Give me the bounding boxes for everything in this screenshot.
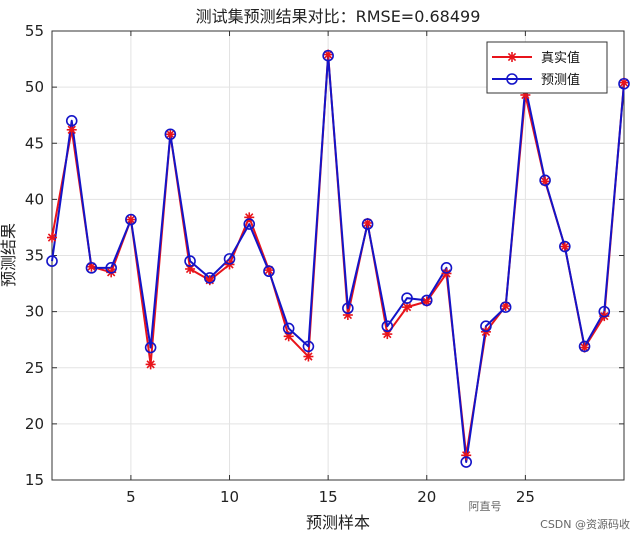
predicted-point [559, 240, 571, 253]
y-tick-label: 50 [25, 78, 44, 96]
y-tick-label: 20 [25, 415, 44, 433]
legend-label-predicted: 预测值 [541, 72, 580, 88]
y-tick-label: 15 [25, 471, 44, 489]
legend-box [486, 41, 608, 94]
predicted-point [223, 253, 236, 265]
x-tick-label: 5 [126, 488, 136, 506]
y-tick-label: 30 [25, 303, 44, 321]
predicted-point [440, 262, 453, 274]
actual-point [47, 232, 57, 243]
predicted-point [85, 262, 98, 274]
predicted-point [539, 174, 551, 187]
x-tick-label: 15 [319, 488, 338, 506]
ticks: 5 10 15 20 25 15 20 25 30 35 40 45 50 55 [25, 22, 624, 506]
actual-point [66, 124, 77, 135]
predicted-point [203, 272, 216, 284]
predicted-point [420, 294, 433, 307]
watermark-center: 阿直号 [469, 499, 502, 513]
predicted-point [598, 305, 611, 318]
predicted-point [460, 456, 473, 468]
actual-point [165, 129, 176, 140]
predicted-point [401, 292, 413, 304]
y-tick-label: 35 [25, 247, 44, 265]
predicted-point [499, 301, 512, 313]
series-line-predicted [51, 54, 625, 464]
predicted-point [302, 340, 315, 353]
y-tick-label: 45 [25, 134, 44, 152]
y-axis-label: 预测结果 [0, 223, 18, 287]
predicted-point [361, 218, 374, 230]
predicted-point [322, 49, 334, 62]
predicted-point [480, 320, 492, 333]
predicted-point [65, 115, 78, 127]
legend-circle-marker [506, 73, 518, 85]
predicted-point [125, 213, 137, 226]
actual-point [559, 241, 570, 252]
legend-label-actual: 真实值 [541, 50, 580, 66]
predicted-point [243, 218, 256, 230]
predicted-point [105, 262, 117, 274]
x-tick-label: 10 [220, 488, 239, 506]
actual-point [303, 351, 314, 362]
y-tick-label: 55 [25, 22, 44, 40]
predicted-point [164, 128, 177, 141]
watermark-corner: CSDN @资源码收 [540, 517, 630, 531]
actual-point [145, 359, 156, 370]
predicted-point [342, 302, 354, 315]
predicted-point [618, 77, 630, 90]
predicted-point [282, 322, 295, 335]
x-tick-label: 20 [417, 488, 436, 506]
x-axis-label: 预测样本 [306, 513, 370, 532]
predicted-point [46, 255, 58, 267]
series [46, 49, 630, 468]
predicted-point [144, 341, 157, 354]
legend-asterisk-glyph [507, 52, 517, 62]
x-tick-label: 25 [516, 488, 535, 506]
predicted-point [381, 320, 394, 333]
predicted-point [184, 255, 196, 267]
y-tick-label: 40 [25, 190, 44, 208]
y-tick-label: 25 [25, 359, 44, 377]
actual-point [125, 214, 136, 225]
predicted-point [263, 265, 275, 278]
legend: 真实值 预测值 [486, 41, 608, 94]
actual-point [185, 263, 196, 274]
chart-title: 测试集预测结果对比：RMSE=0.68499 [196, 7, 481, 26]
predicted-point [578, 340, 591, 353]
legend-asterisk-marker [507, 52, 517, 62]
